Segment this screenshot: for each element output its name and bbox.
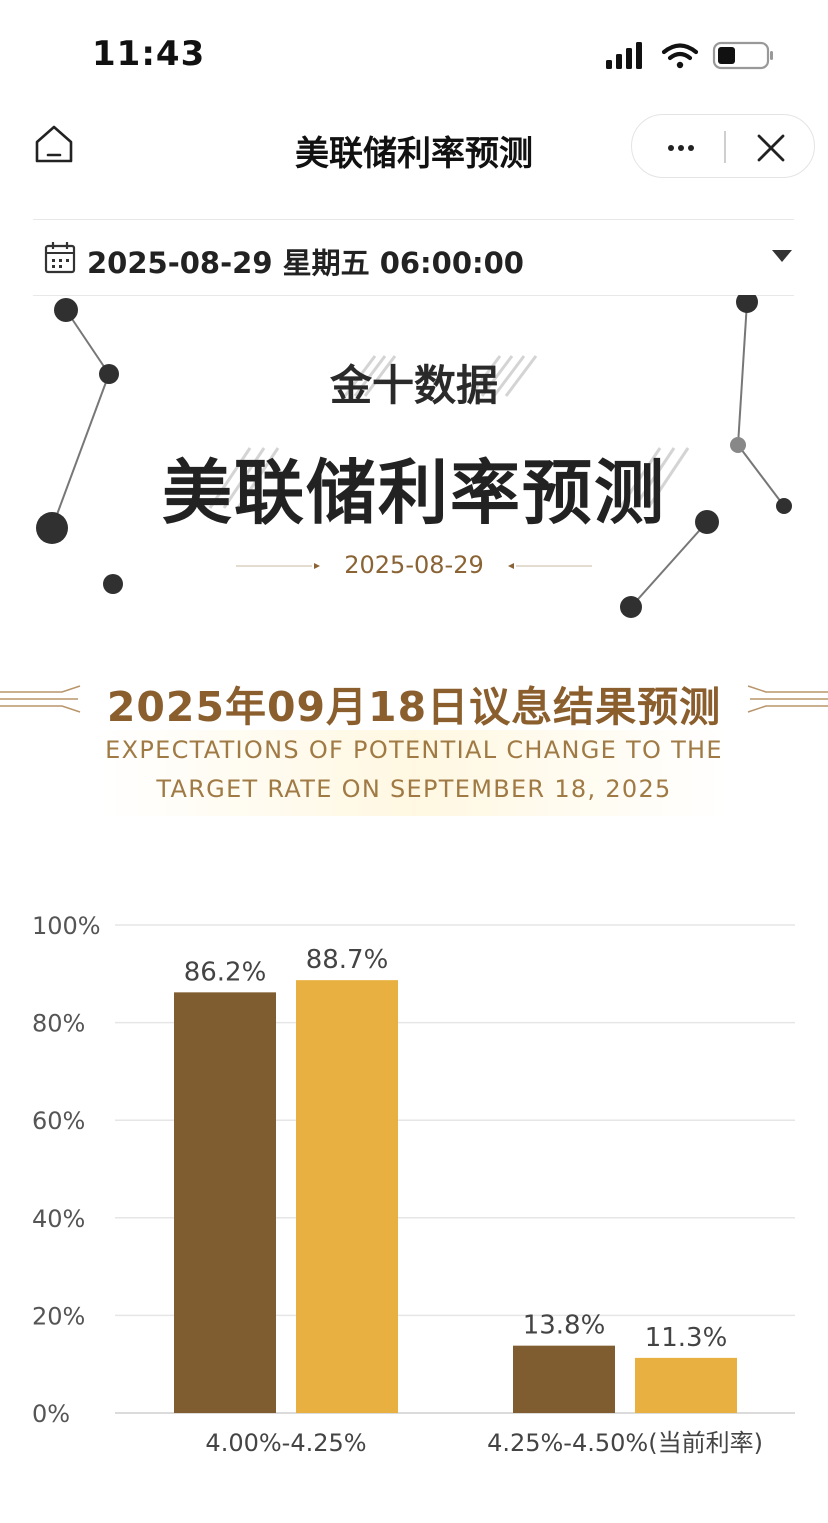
more-icon[interactable] [652,121,710,171]
banner-title: 美联储利率预测 [162,452,666,534]
chart-y-axis: 0% 20% 40% 60% 80% 100% [32,912,101,1428]
calendar-icon [44,242,76,274]
y-tick-label: 100% [32,912,101,940]
divider-date [33,295,794,296]
close-icon[interactable] [742,121,800,171]
dropdown-arrow-icon[interactable] [770,248,794,264]
banner-date: 2025-08-29 [344,551,484,579]
y-tick-label: 60% [32,1107,85,1135]
probability-bar-chart: 0%20%40%60%80%100% 86.2%13.8%88.7%11.3% … [32,912,795,1457]
battery-icon [712,41,773,70]
chart-bars [174,980,737,1413]
y-tick-label: 20% [32,1302,85,1330]
data-label: 88.7% [306,945,389,975]
x-tick-label: 4.25%-4.50%(当前利率) [487,1429,763,1457]
section-ornament [0,685,828,713]
y-tick-label: 40% [32,1205,85,1233]
data-label: 11.3% [645,1323,728,1353]
section-subtitle-line2: TARGET RATE ON SEPTEMBER 18, 2025 [156,775,672,803]
y-tick-label: 0% [32,1400,70,1428]
banner-subtitle: 金十数据 [329,361,498,410]
bar-yesterday [296,980,398,1413]
data-label: 13.8% [523,1311,606,1341]
banner-decoration [36,295,792,618]
x-tick-label: 4.00%-4.25% [205,1429,366,1457]
bar-today [174,992,276,1413]
y-tick-label: 80% [32,1010,85,1038]
capsule-divider [724,131,726,163]
data-label: 86.2% [184,957,267,987]
signal-icon [606,42,642,69]
menu-capsule [631,114,815,178]
page-title: 美联储利率预测 [295,134,533,174]
section-subtitle-background [100,730,728,816]
section-subtitle-line1: EXPECTATIONS OF POTENTIAL CHANGE TO THE [105,736,723,764]
home-icon[interactable] [30,120,78,168]
bar-yesterday [635,1357,737,1413]
status-icons [606,41,773,70]
chart-data-labels: 86.2% 13.8% 88.7% 11.3% [184,945,728,1353]
bar-today [513,1345,615,1413]
chart-x-axis: 4.00%-4.25% 4.25%-4.50%(当前利率) [205,1429,763,1457]
date-selector[interactable]: 2025-08-29 星期五 06:00:00 [33,222,794,294]
divider-top [33,219,794,220]
status-time: 11:43 [92,34,206,74]
wifi-icon [661,43,699,69]
date-value: 2025-08-29 星期五 06:00:00 [87,246,524,280]
section-title: 2025年09月18日议息结果预测 [106,683,722,731]
